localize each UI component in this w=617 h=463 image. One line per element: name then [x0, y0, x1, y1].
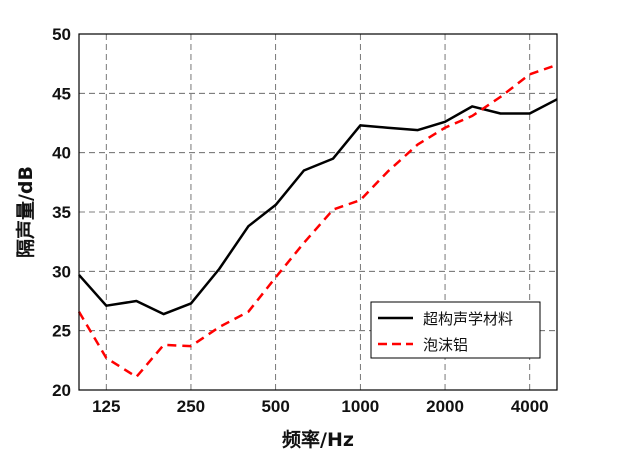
y-tick-label: 25 [52, 322, 71, 341]
x-tick-label: 125 [92, 397, 120, 416]
x-tick-label: 500 [261, 397, 289, 416]
x-tick-label: 4000 [511, 397, 549, 416]
y-tick-label: 50 [52, 25, 71, 44]
y-axis-label: 隔声量/dB [14, 166, 37, 258]
plot-frame [78, 33, 558, 391]
x-tick-label: 250 [177, 397, 205, 416]
x-tick-label: 2000 [426, 397, 464, 416]
y-tick-label: 30 [52, 262, 71, 281]
series-line-2 [77, 63, 558, 379]
legend: 超构声学材料 泡沫铝 [370, 301, 541, 359]
legend-label-series-2: 泡沫铝 [423, 336, 468, 354]
legend-box [370, 301, 541, 359]
y-tick-label: 35 [52, 203, 71, 222]
series-lines [77, 63, 558, 379]
x-tick-labels: 125 250 500 1000 2000 4000 [92, 397, 549, 416]
y-tick-labels: 20 25 30 35 40 45 50 [52, 25, 71, 400]
y-tick-label: 45 [52, 84, 71, 103]
series-line-1 [78, 98, 558, 316]
x-tick-label: 1000 [341, 397, 379, 416]
legend-label-series-1: 超构声学材料 [423, 310, 513, 328]
x-axis-label: 频率/Hz [282, 428, 354, 451]
y-tick-label: 40 [52, 144, 71, 163]
y-tick-label: 20 [52, 381, 71, 400]
